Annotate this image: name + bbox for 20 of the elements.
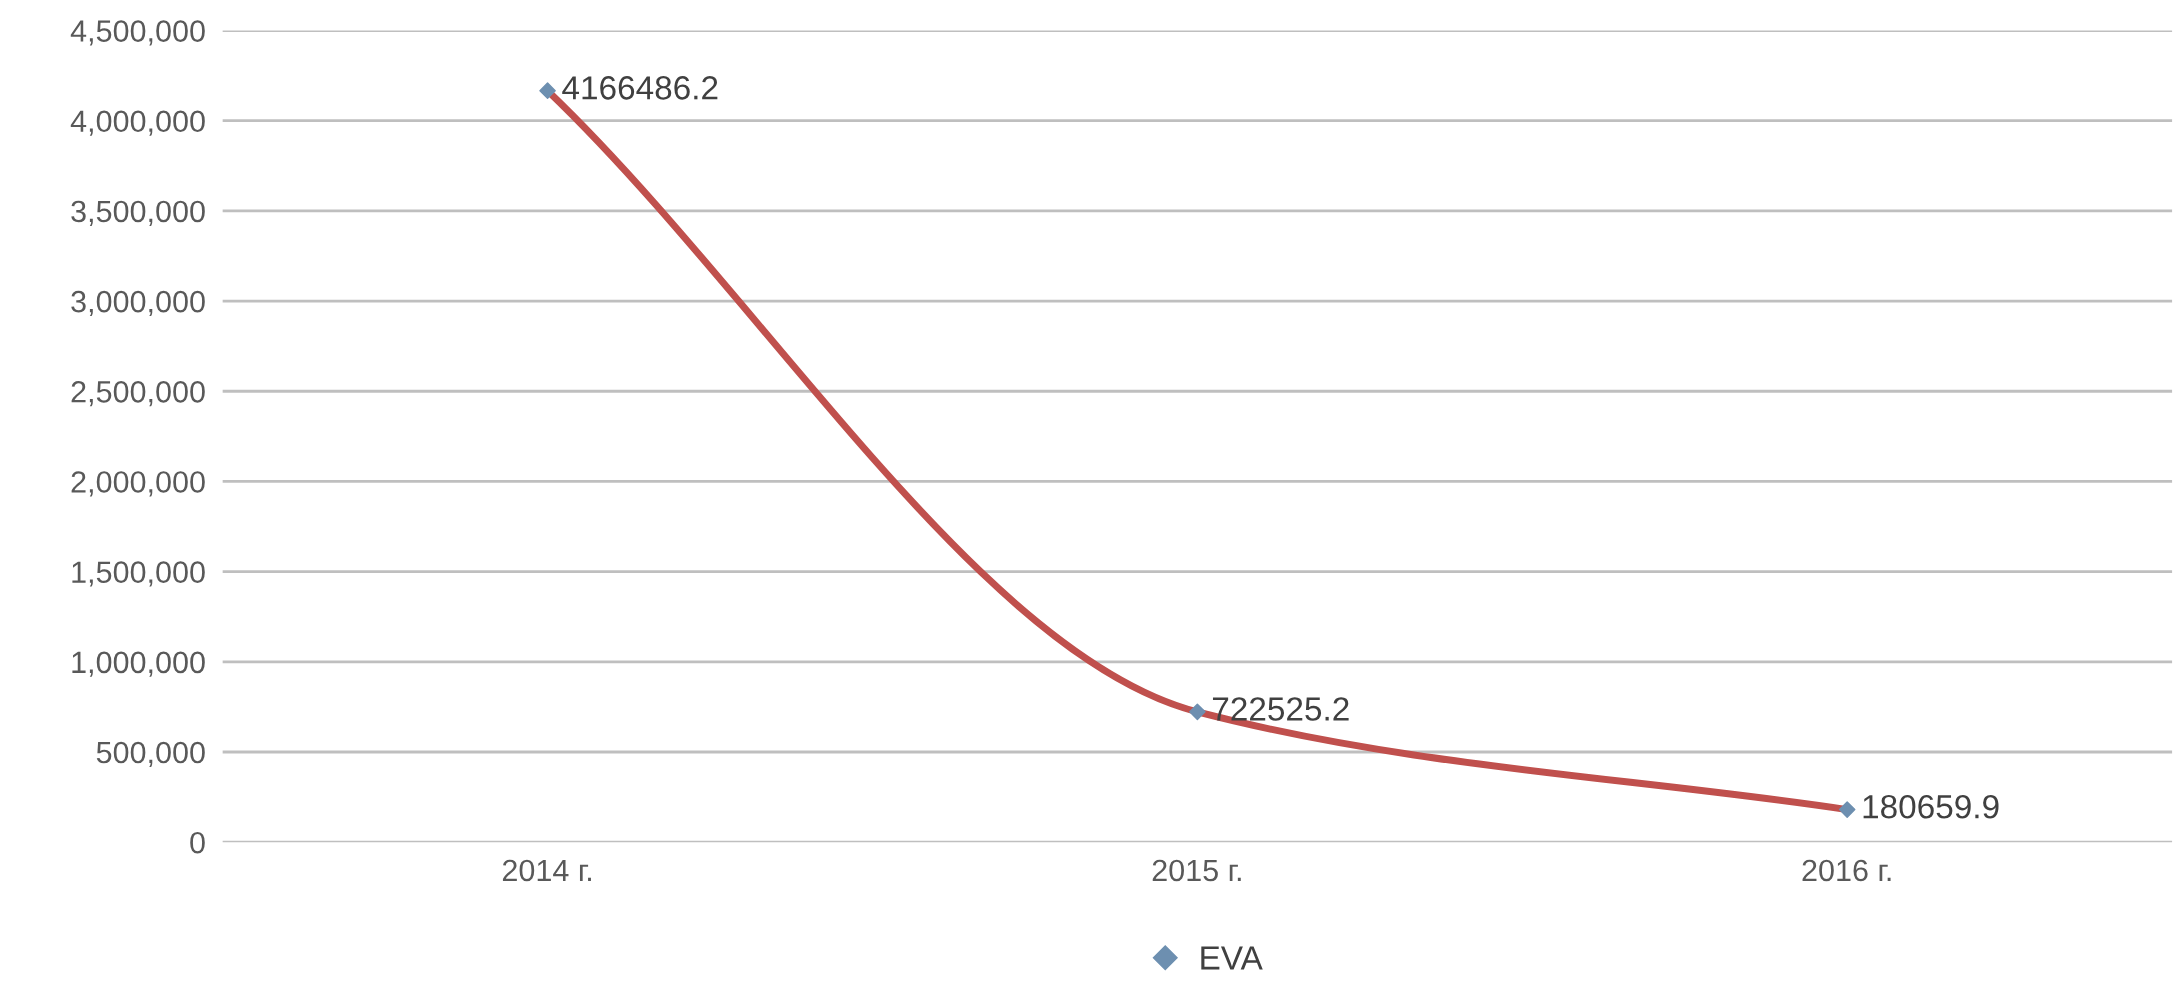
y-tick-label: 4,500,000 — [70, 20, 205, 46]
point — [1189, 703, 1206, 721]
y-tick-label: 3,000,000 — [71, 290, 205, 317]
point — [1838, 801, 1856, 818]
y-tick-label: 2,500,000 — [71, 381, 205, 407]
x-tick-label: 2014 г. — [502, 859, 591, 882]
data-label: 180659.9 — [1863, 794, 1999, 819]
y-tick-label: 2,000,000 — [71, 471, 205, 497]
point — [539, 82, 556, 99]
data-label: 722525.2 — [1212, 697, 1349, 721]
y-tick-label: 0 — [190, 831, 205, 854]
y-tick-label: 4,000,000 — [70, 110, 205, 136]
y-tick-label: 500,000 — [96, 741, 205, 767]
x-tick-label: 2016 г. — [1802, 859, 1891, 882]
y-tick-label: 1,500,000 — [72, 561, 205, 587]
y-tick-label: 3,500,000 — [71, 200, 205, 226]
y-tick-label: 1,000,000 — [72, 651, 205, 677]
x-tick-label: 2015 г. — [1152, 859, 1241, 882]
data-label: 4166486.2 — [562, 76, 718, 100]
legend-label: EVA — [1201, 946, 1263, 970]
